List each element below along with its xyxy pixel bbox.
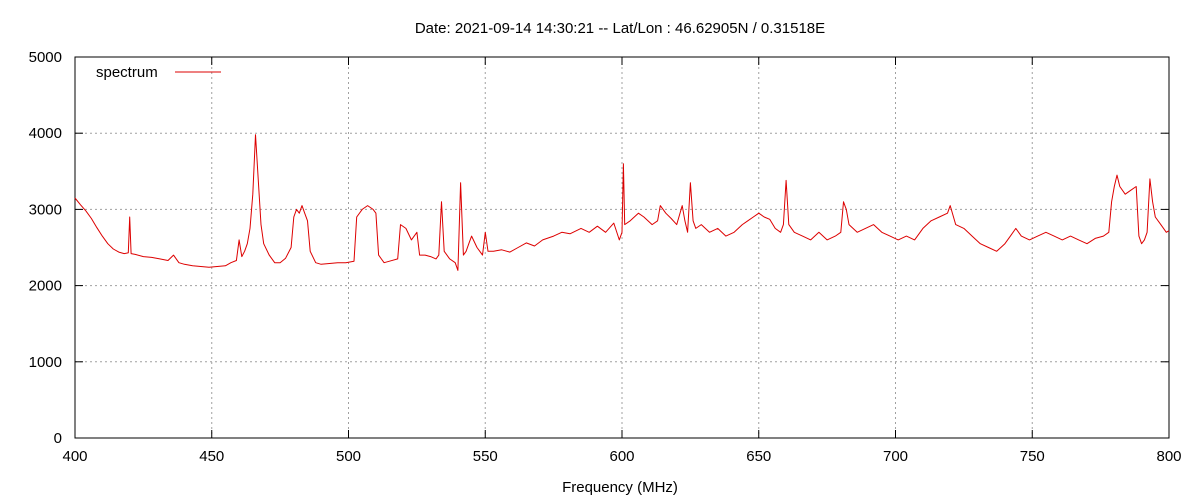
y-tick-label: 2000 bbox=[29, 278, 62, 295]
x-tick-label: 650 bbox=[746, 448, 771, 465]
x-tick-label: 450 bbox=[199, 448, 224, 465]
legend-label: spectrum bbox=[96, 64, 158, 81]
y-tick-label: 4000 bbox=[29, 125, 62, 142]
y-tick-label: 1000 bbox=[29, 354, 62, 371]
x-tick-label: 550 bbox=[473, 448, 498, 465]
spectrum-line bbox=[74, 134, 1170, 271]
axis-ticks: 400 450 500 550 600 650 700 750 800 0 1000 2000 3000… bbox=[29, 49, 1182, 465]
x-axis-label: Frequency (MHz) bbox=[562, 479, 678, 496]
y-tick-label: 3000 bbox=[29, 201, 62, 218]
legend: spectrum bbox=[96, 64, 221, 81]
y-tick-label: 0 bbox=[54, 430, 62, 447]
chart-title: Date: 2021-09-14 14:30:21 -- Lat/Lon : 4… bbox=[415, 20, 825, 37]
x-tick-label: 600 bbox=[609, 448, 634, 465]
x-tick-label: 400 bbox=[62, 448, 87, 465]
x-tick-label: 700 bbox=[883, 448, 908, 465]
x-tick-label: 500 bbox=[336, 448, 361, 465]
x-tick-label: 800 bbox=[1156, 448, 1181, 465]
x-tick-label: 750 bbox=[1020, 448, 1045, 465]
y-tick-label: 5000 bbox=[29, 49, 62, 66]
